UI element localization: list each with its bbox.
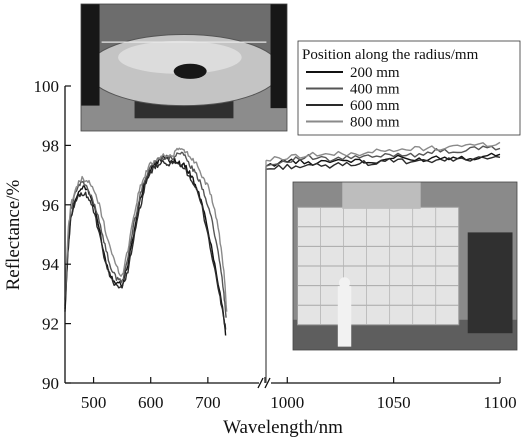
person-right: [270, 4, 287, 109]
y-tick-label: 96: [42, 196, 59, 215]
y-axis-title: Reflectance/%: [3, 179, 24, 290]
y-tick-label: 100: [34, 77, 60, 96]
x-tick-label: 1000: [270, 393, 304, 412]
y-tick-label: 90: [42, 374, 59, 393]
series-line-600-mm: [64, 159, 227, 330]
series-line-600-mm: [265, 155, 501, 170]
y-tick-label: 98: [42, 136, 59, 155]
technician-head: [338, 277, 351, 289]
mirror-center-hole: [173, 63, 207, 79]
photo-border: [80, 3, 288, 132]
person-left: [81, 4, 100, 106]
series-layer: [64, 141, 501, 383]
legend-entry: 600 mm: [350, 98, 400, 114]
legend-entry: 800 mm: [350, 115, 400, 131]
legend-entry: 400 mm: [350, 82, 400, 98]
equipment-rack: [467, 232, 513, 334]
y-tick-label: 94: [42, 255, 60, 274]
mirror-highlight: [118, 40, 242, 74]
x-axis-title: Wavelength/nm: [223, 417, 343, 438]
x-tick-label: 500: [81, 393, 107, 412]
x-tick-label: 1050: [377, 393, 411, 412]
x-tick-label: 1100: [483, 393, 516, 412]
photo-coating-chamber: [292, 181, 518, 351]
x-tick-label: 700: [195, 393, 221, 412]
axes-layer: 90 92 94 96 98 100 500 600 700 1000 1050 1100 Wavele…: [3, 77, 517, 438]
technician: [337, 286, 352, 347]
axis-break-mark: [257, 377, 264, 389]
y-tick-label: 92: [42, 315, 59, 334]
photos-layer: [80, 3, 518, 351]
axis-break-mark: [264, 377, 271, 389]
series-line-800-mm: [265, 141, 501, 162]
series-line-400-mm: [64, 151, 227, 318]
series-line-400-mm: [265, 145, 501, 167]
photo-mirror-table: [80, 3, 288, 132]
legend-entry: 200 mm: [350, 65, 400, 81]
legend-title: Position along the radius/mm: [302, 47, 479, 63]
series-line-800-mm: [64, 147, 228, 312]
crane-people: [342, 182, 421, 209]
series-line-200-mm: [265, 152, 501, 167]
x-tick-label: 600: [138, 393, 164, 412]
photo-border: [292, 181, 518, 351]
